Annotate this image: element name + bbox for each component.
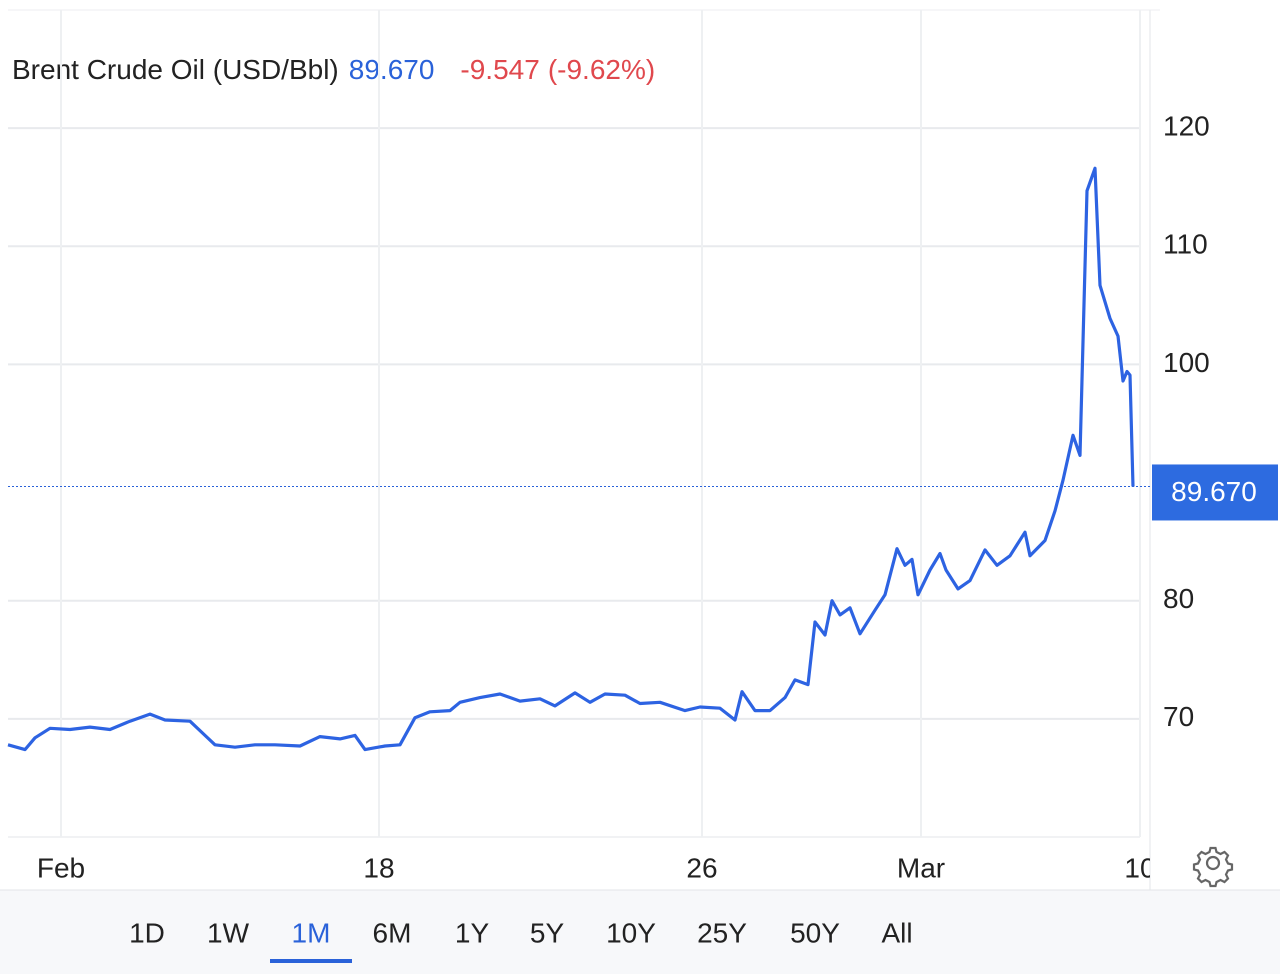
y-tick-label: 70 <box>1163 701 1194 732</box>
change: -9.547 <box>460 54 539 85</box>
range-button[interactable]: All <box>881 917 912 948</box>
price-line <box>7 166 1135 752</box>
x-tick-label: 26 <box>686 852 717 883</box>
chart-title: Brent Crude Oil (USD/Bbl) <box>12 54 339 85</box>
range-button[interactable]: 25Y <box>697 917 747 948</box>
range-button[interactable]: 10Y <box>606 917 656 948</box>
chart-header: Brent Crude Oil (USD/Bbl) 89.670 -9.547 (-9… <box>12 54 655 85</box>
range-button[interactable]: 1D <box>129 917 165 948</box>
range-button[interactable]: 1Y <box>455 917 490 948</box>
range-button[interactable]: 6M <box>373 917 412 948</box>
x-axis: Feb 18 26 Mar 10 <box>37 10 1155 883</box>
range-button[interactable]: 1W <box>207 917 250 948</box>
last-price-tag <box>1152 464 1278 521</box>
y-tick-label: 110 <box>1163 229 1208 260</box>
last-price-label: 89.670 <box>1171 476 1257 507</box>
y-tick-label: 120 <box>1163 111 1210 142</box>
settings-icon[interactable] <box>1192 846 1234 888</box>
x-tick-label: Feb <box>37 852 85 883</box>
change-percent: (-9.62%) <box>548 54 655 85</box>
price: 89.670 <box>349 54 435 85</box>
active-indicator <box>270 959 352 963</box>
y-tick-label: 100 <box>1163 347 1210 378</box>
range-button[interactable]: 1M <box>292 917 331 948</box>
y-tick-label: 80 <box>1163 583 1194 614</box>
x-tick-label: 18 <box>363 852 394 883</box>
x-tick-label: Mar <box>897 852 945 883</box>
range-button[interactable]: 50Y <box>790 917 840 948</box>
range-bar <box>0 890 1280 974</box>
range-button[interactable]: 5Y <box>530 917 565 948</box>
x-tick-label: 10 <box>1124 852 1155 883</box>
